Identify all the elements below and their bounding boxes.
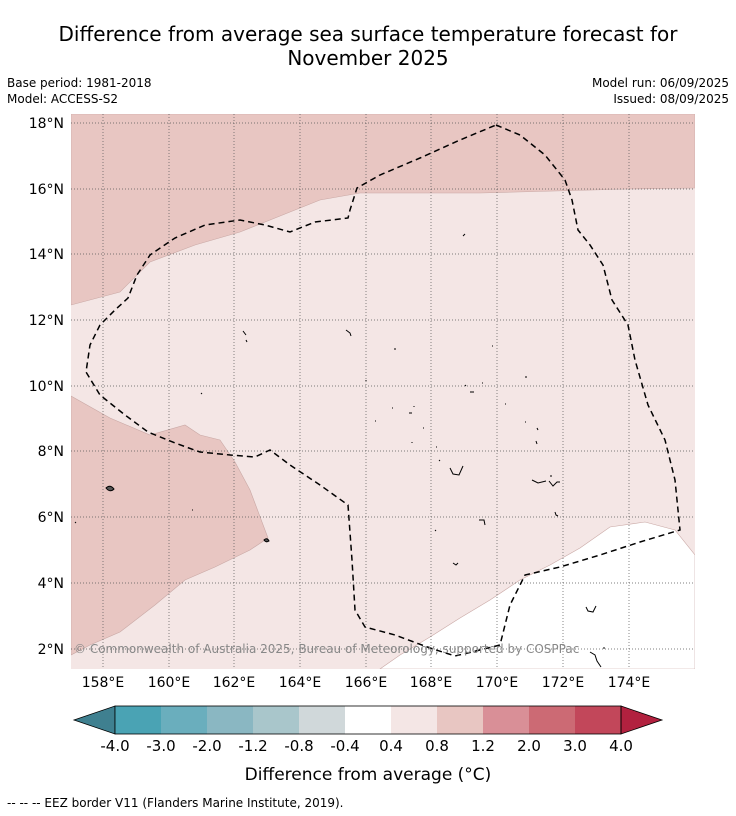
lat-tick-4: 4°N	[38, 576, 64, 592]
lat-tick-8: 8°N	[38, 444, 64, 460]
islands	[74, 233, 605, 668]
map-plot: © Commonwealth of Australia 2025, Bureau…	[71, 114, 695, 669]
gridlines	[71, 114, 695, 669]
colorbar-bin-4	[253, 706, 299, 734]
colorbar-bin-2	[161, 706, 207, 734]
anomaly-neutral-southeast	[379, 521, 695, 669]
colorbar-bin-6	[345, 706, 391, 734]
colorbar-bin-7	[391, 706, 437, 734]
colorbar-extend-high	[620, 705, 664, 735]
colorbar-bin-1	[115, 706, 161, 734]
colorbar-bin-11	[575, 706, 621, 734]
lon-tick-160: 160°E	[148, 675, 191, 691]
anomaly-0.8-1.2-west	[71, 395, 269, 656]
eez-border	[85, 124, 681, 657]
lat-tick-14: 14°N	[29, 247, 64, 263]
lon-tick-166: 166°E	[345, 675, 388, 691]
lon-tick-170: 170°E	[476, 675, 519, 691]
colorbar-bin-5	[299, 706, 345, 734]
map-title: Difference from average sea surface temp…	[0, 22, 736, 70]
colorbar-label-10: 2.0	[517, 737, 541, 755]
meta-left: Base period: 1981-2018 Model: ACCESS-S2	[7, 75, 152, 107]
lat-tick-12: 12°N	[29, 313, 64, 329]
colorbar-label-2: -3.0	[146, 737, 175, 755]
base-period: Base period: 1981-2018	[7, 76, 152, 90]
lon-tick-158: 158°E	[82, 675, 125, 691]
eez-footnote: -- -- -- EEZ border V11 (Flanders Marine…	[7, 796, 344, 810]
lon-tick-172: 172°E	[542, 675, 585, 691]
title-line-1: Difference from average sea surface temp…	[58, 22, 678, 46]
anomaly-0.8-1.2-north	[71, 114, 695, 306]
lat-tick-16: 16°N	[29, 182, 64, 198]
colorbar-title: Difference from average (°C)	[245, 765, 492, 785]
colorbar-label-3: -2.0	[192, 737, 221, 755]
colorbar-bin-10	[529, 706, 575, 734]
colorbar-label-6: -0.4	[330, 737, 359, 755]
colorbar-bin-8	[437, 706, 483, 734]
model-run: Model run: 06/09/2025	[591, 76, 729, 90]
lat-tick-6: 6°N	[38, 510, 64, 526]
colorbar-label-7: 0.4	[379, 737, 403, 755]
model-name: Model: ACCESS-S2	[7, 92, 119, 106]
lat-tick-10: 10°N	[29, 379, 64, 395]
meta-right: Model run: 06/09/2025 Issued: 08/09/2025	[592, 75, 729, 107]
issued-date: Issued: 08/09/2025	[613, 92, 729, 106]
lon-tick-168: 168°E	[410, 675, 453, 691]
colorbar-label-11: 3.0	[563, 737, 587, 755]
latitude-ticks: 18°N 16°N 14°N 12°N 10°N 8°N 6°N 4°N 2°N	[29, 116, 64, 658]
lon-tick-164: 164°E	[279, 675, 322, 691]
colorbar-label-9: 1.2	[471, 737, 495, 755]
title-line-2: November 2025	[287, 46, 449, 70]
colorbar-label-8: 0.8	[425, 737, 449, 755]
colorbar-extend-low	[72, 705, 116, 735]
map-credit: © Commonwealth of Australia 2025, Bureau…	[74, 642, 579, 656]
lat-tick-18: 18°N	[29, 116, 64, 132]
colorbar-bin-9	[483, 706, 529, 734]
colorbar-bin-3	[207, 706, 253, 734]
lon-tick-174: 174°E	[608, 675, 651, 691]
colorbar-label-12: 4.0	[609, 737, 633, 755]
longitude-ticks: 158°E 160°E 162°E 164°E 166°E 168°E 170°…	[82, 675, 651, 691]
lat-tick-2: 2°N	[38, 642, 64, 658]
colorbar: -4.0 -3.0 -2.0 -1.2 -0.8 -0.4 0.4 0.8 1.…	[72, 705, 664, 785]
colorbar-label-4: -1.2	[238, 737, 267, 755]
colorbar-label-1: -4.0	[100, 737, 129, 755]
colorbar-label-5: -0.8	[284, 737, 313, 755]
lon-tick-162: 162°E	[213, 675, 256, 691]
